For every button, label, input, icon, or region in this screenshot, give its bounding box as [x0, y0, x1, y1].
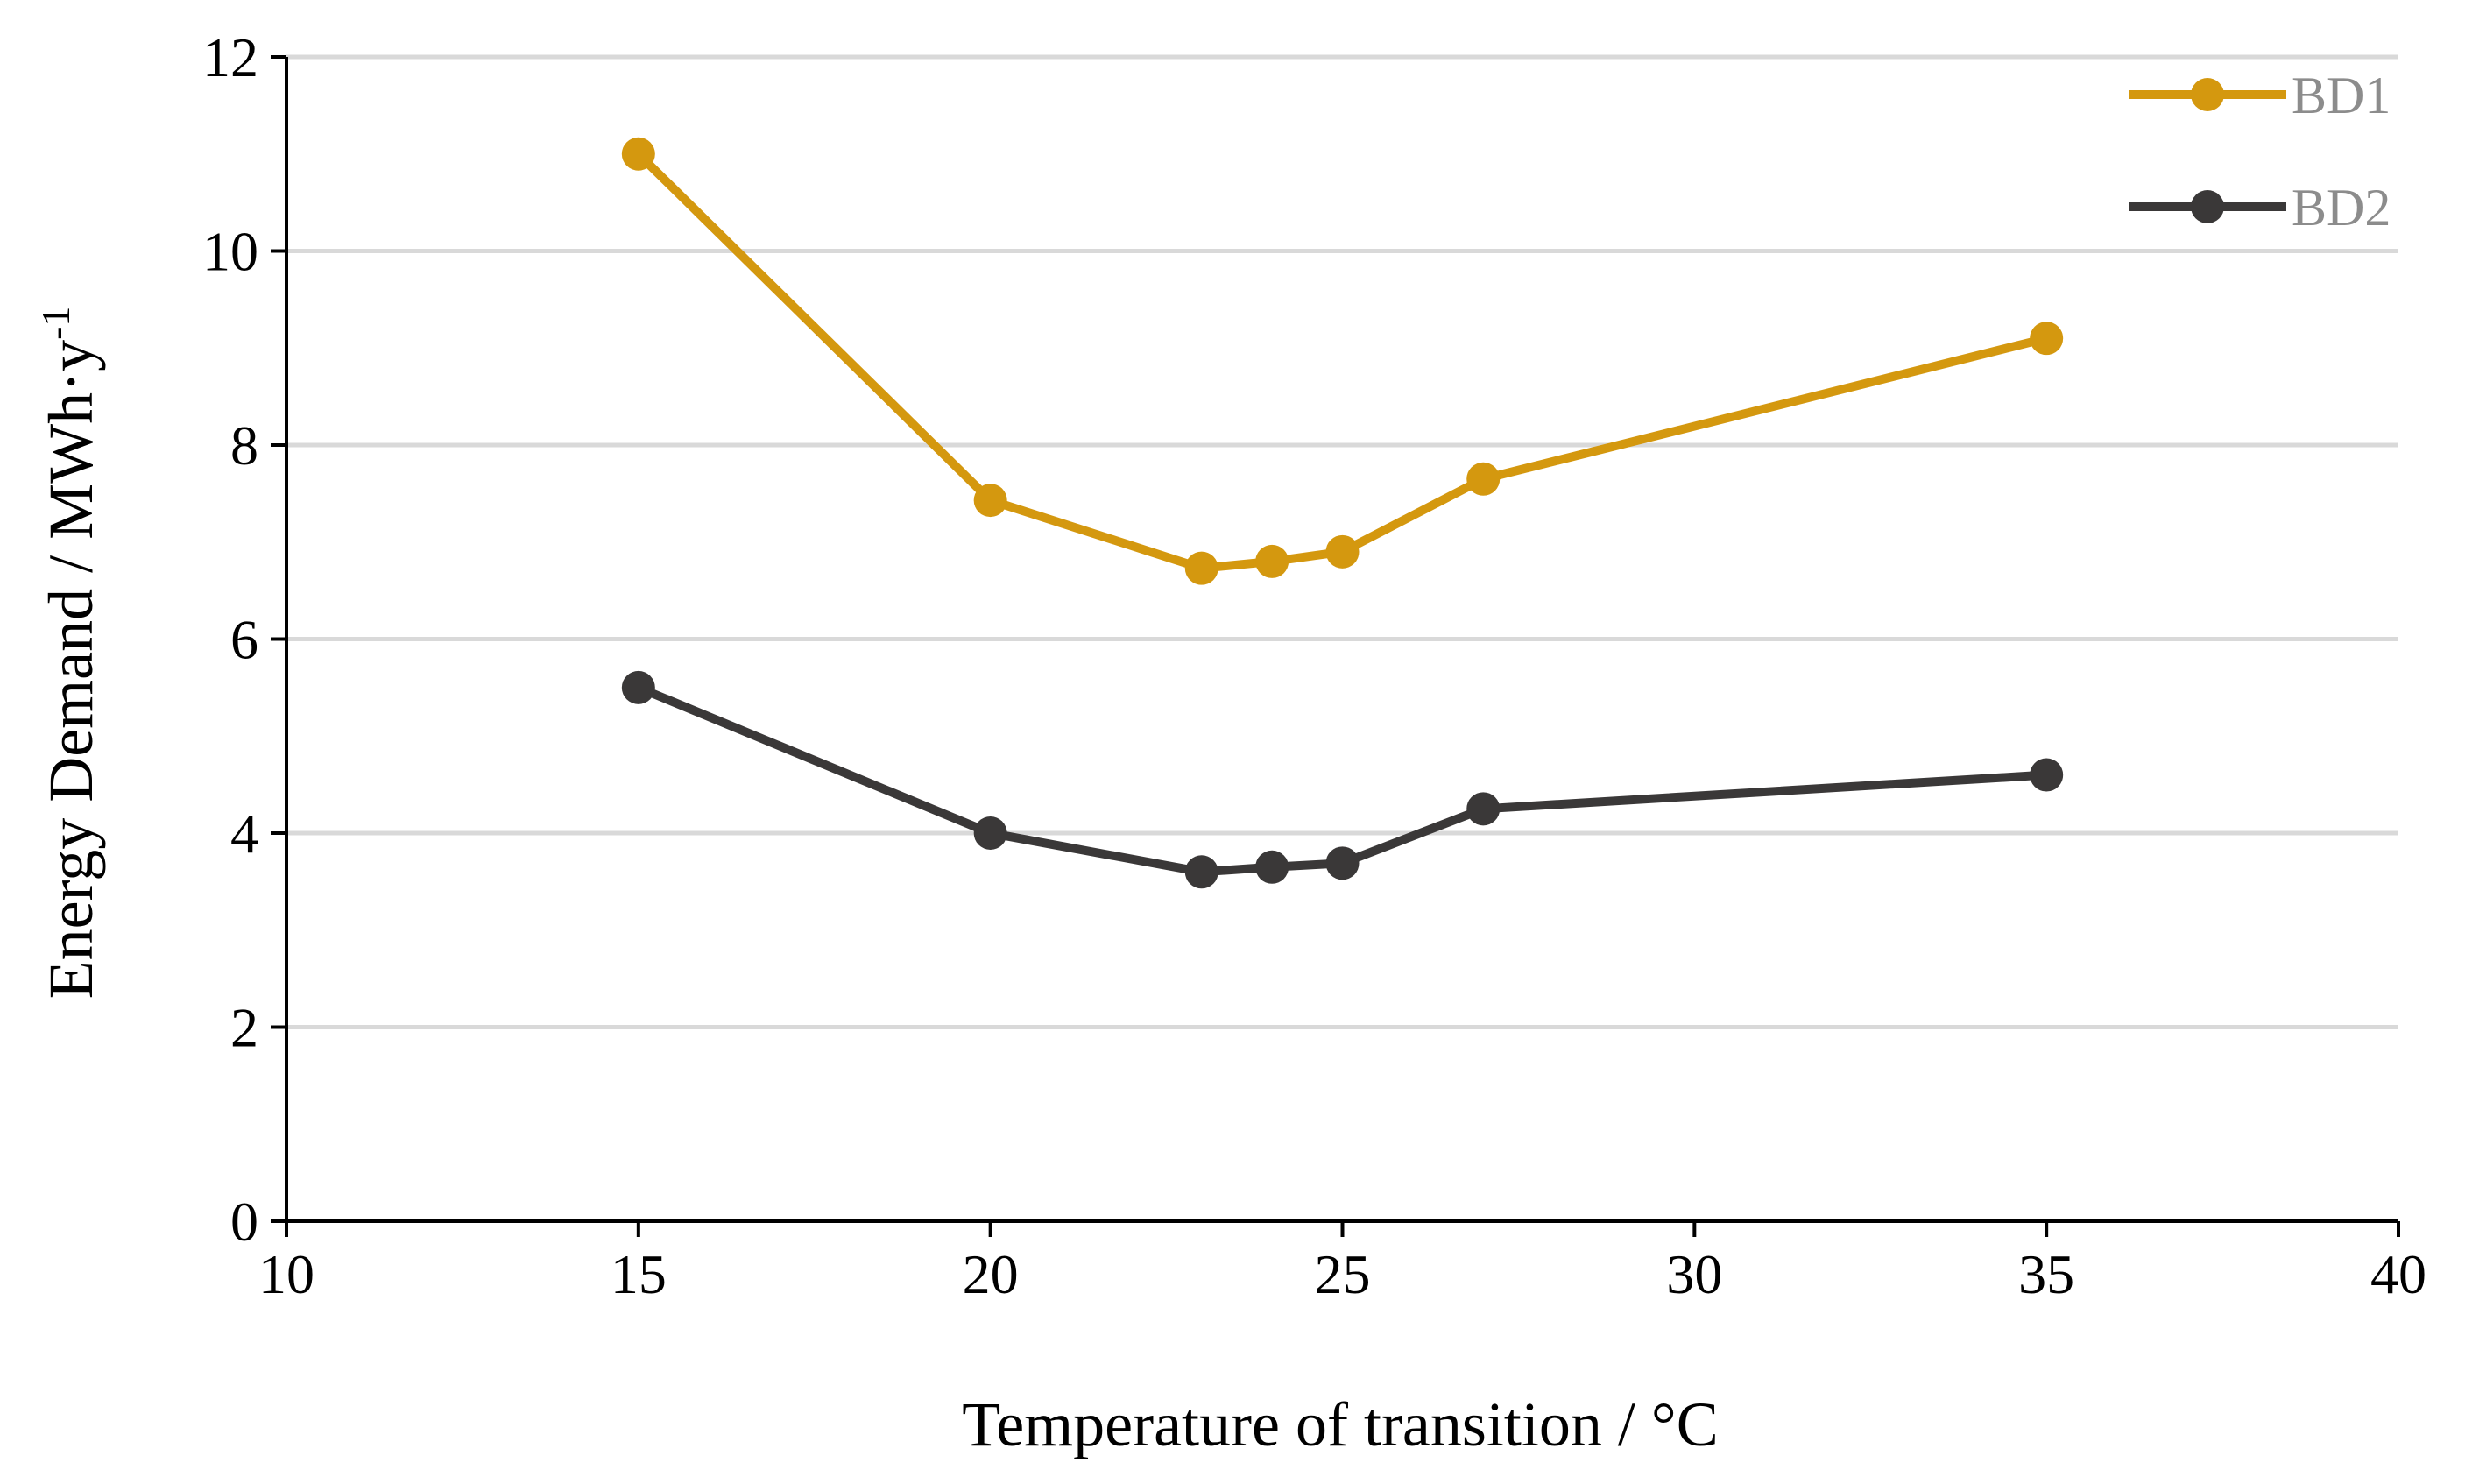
data-point-bd1-20 — [973, 484, 1007, 518]
data-point-bd1-23 — [1184, 551, 1218, 585]
series-line-bd1 — [633, 149, 2052, 573]
y-tick-label-6: 6 — [230, 609, 258, 671]
data-point-bd2-25 — [1325, 846, 1360, 880]
y-axis-title-main: Energy Demand / MWh·y — [36, 340, 106, 999]
y-axis-title: Energy Demand / MWh·y-1 — [33, 307, 106, 1000]
x-axis-title: Temperature of transition / °C — [962, 1389, 1719, 1459]
x-tick-label-40: 40 — [2370, 1243, 2426, 1305]
y-tick-label-10: 10 — [202, 221, 258, 283]
y-axis-ticks: 0 2 4 6 8 10 12 — [202, 26, 286, 1253]
gridlines — [286, 54, 2398, 1029]
data-point-bd2-24 — [1255, 850, 1289, 884]
data-series — [621, 137, 2064, 889]
data-point-bd1-15 — [621, 137, 655, 171]
x-tick-label-10: 10 — [258, 1243, 314, 1305]
legend-label-bd1: BD1 — [2292, 67, 2391, 124]
y-axis-title-superscript: -1 — [33, 307, 78, 340]
data-point-bd1-24 — [1255, 544, 1289, 578]
data-point-bd2-27 — [1466, 792, 1501, 826]
data-point-bd1-25 — [1325, 534, 1360, 569]
x-tick-label-15: 15 — [611, 1243, 667, 1305]
legend: BD1 BD2 — [2129, 67, 2391, 237]
x-tick-label-20: 20 — [963, 1243, 1019, 1305]
data-point-bd2-23 — [1184, 855, 1218, 889]
data-point-bd2-15 — [621, 670, 655, 704]
data-point-bd1-35 — [2030, 322, 2064, 356]
x-tick-label-35: 35 — [2018, 1243, 2074, 1305]
y-tick-label-4: 4 — [230, 802, 258, 865]
data-point-bd2-20 — [973, 816, 1007, 850]
x-tick-label-25: 25 — [1315, 1243, 1371, 1305]
x-tick-label-30: 30 — [1666, 1243, 1722, 1305]
data-point-bd2-35 — [2030, 758, 2064, 792]
legend-label-bd2: BD2 — [2292, 179, 2391, 237]
y-tick-label-12: 12 — [202, 26, 258, 88]
y-tick-label-0: 0 — [230, 1191, 258, 1253]
series-line-bd2 — [633, 682, 2052, 877]
legend-marker-bd2 — [2191, 190, 2224, 223]
data-point-bd1-27 — [1466, 462, 1501, 496]
y-tick-label-2: 2 — [230, 997, 258, 1059]
x-axis-ticks: 10 15 20 25 30 35 40 — [258, 1221, 2426, 1305]
legend-marker-bd1 — [2191, 78, 2224, 111]
y-tick-label-8: 8 — [230, 414, 258, 477]
